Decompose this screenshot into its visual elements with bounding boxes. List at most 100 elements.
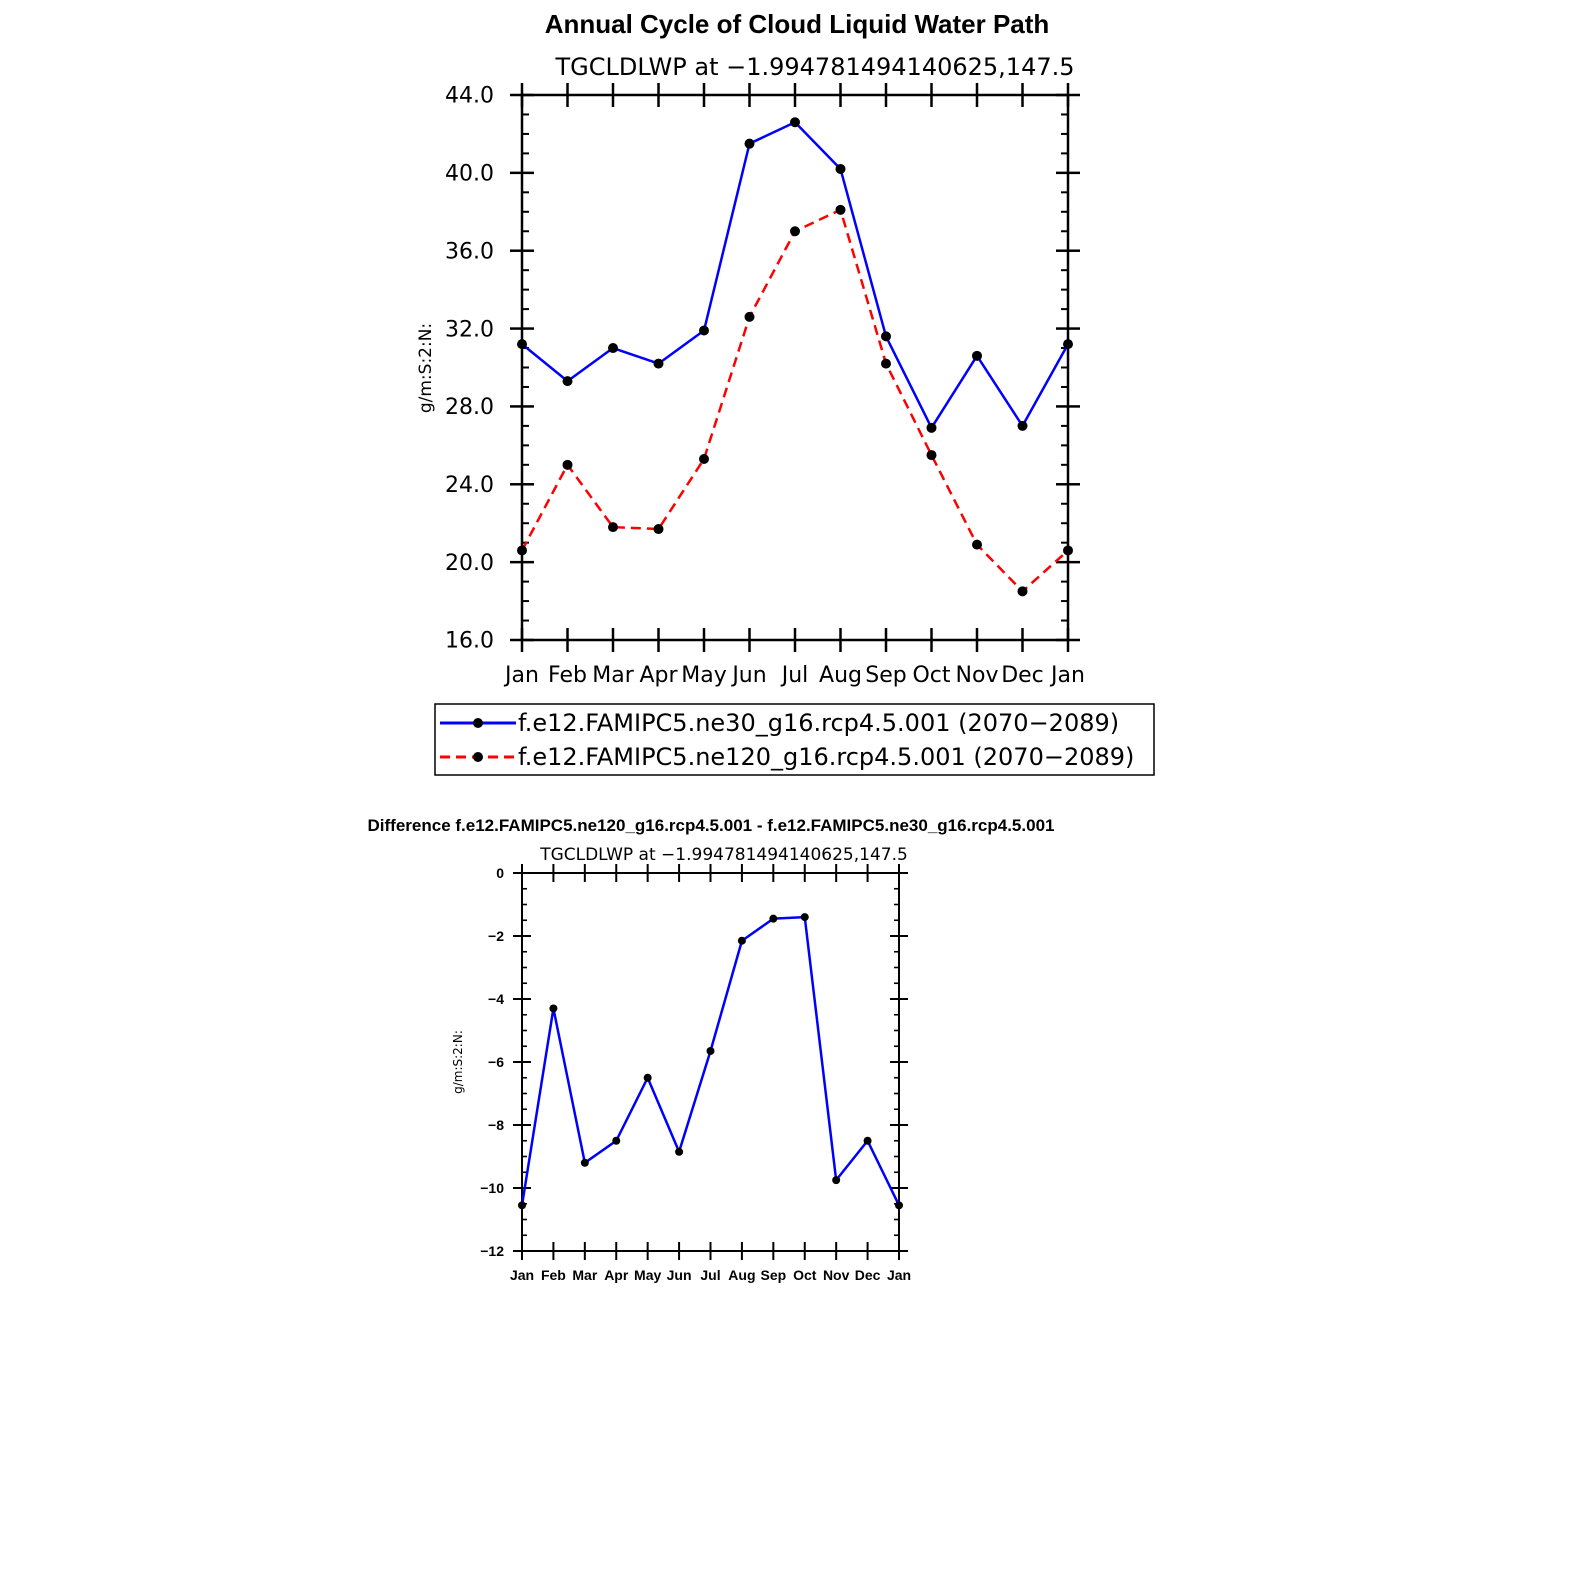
legend-entry-ne120: f.e12.FAMIPC5.ne120_g16.rcp4.5.001 (2070… (440, 743, 1134, 771)
x-tick-label: Sep (865, 663, 906, 688)
legend-box (434, 703, 1155, 776)
x-tick-label: Sep (760, 1267, 786, 1283)
chart1-legend: f.e12.FAMIPC5.ne30_g16.rcp4.5.001 (2070−… (434, 703, 1155, 776)
series-0-point (517, 339, 527, 350)
x-tick-label: Aug (819, 663, 862, 688)
chart2-axes (513, 864, 908, 1260)
chart1-title: Annual Cycle of Cloud Liquid Water Path (545, 9, 1050, 39)
annual-cycle-chart: Annual Cycle of Cloud Liquid Water Path … (416, 9, 1155, 776)
series-1-point (653, 524, 664, 535)
series-0-point (612, 1136, 621, 1145)
x-tick-label: May (681, 663, 726, 688)
y-tick-label: −8 (488, 1117, 504, 1133)
x-tick-label: Apr (639, 663, 678, 688)
series-0-point (769, 914, 778, 923)
chart2-subtitle: TGCLDLWP at −1.994781494140625,147.5 (539, 845, 908, 865)
y-tick-label: −2 (488, 928, 504, 944)
series-1-point (1017, 586, 1028, 597)
y-tick-label: 36.0 (445, 239, 494, 264)
chart2-series (518, 913, 903, 1210)
chart2-plot-frame (521, 872, 900, 1252)
y-tick-label: −12 (480, 1243, 504, 1259)
series-0-point (881, 331, 891, 342)
series-0-point (832, 1176, 841, 1185)
y-tick-label: −6 (488, 1054, 504, 1070)
x-tick-label: Dec (1001, 663, 1044, 688)
legend-entry-ne30: f.e12.FAMIPC5.ne30_g16.rcp4.5.001 (2070−… (440, 709, 1119, 737)
x-tick-label: Mar (592, 663, 634, 688)
x-tick-label: Jul (780, 663, 809, 688)
series-1-point (699, 453, 709, 464)
y-tick-label: 40.0 (445, 162, 494, 187)
x-tick-label: Mar (572, 1267, 597, 1283)
y-tick-label: 44.0 (445, 84, 494, 109)
chart2-title: Difference f.e12.FAMIPC5.ne120_g16.rcp4.… (368, 816, 1055, 835)
series-0-point (518, 1201, 526, 1210)
series-1-point (790, 226, 800, 237)
x-tick-label: Jun (730, 663, 766, 688)
series-1-point (517, 545, 527, 556)
series-1-point (562, 459, 573, 470)
x-tick-label: Feb (548, 663, 587, 688)
series-0-point (706, 1046, 715, 1055)
series-0-point (926, 422, 937, 433)
series-1-point (881, 358, 891, 369)
series-0-point (653, 358, 664, 369)
x-tick-label: May (634, 1267, 661, 1283)
series-1-point (1063, 545, 1073, 556)
x-tick-label: Jul (700, 1267, 720, 1283)
x-tick-label: Jan (1049, 663, 1085, 688)
series-0-point (737, 936, 746, 945)
series-0-point (643, 1073, 652, 1082)
series-0-point (790, 117, 800, 128)
x-tick-label: Nov (823, 1267, 850, 1283)
series-1-point (835, 204, 846, 215)
chart1-axes (510, 83, 1080, 652)
series-0-point (863, 1136, 872, 1145)
x-tick-label: Jan (503, 663, 539, 688)
chart1-plot-frame (520, 93, 1070, 642)
x-tick-label: Jan (887, 1267, 911, 1283)
x-tick-label: Oct (912, 663, 950, 688)
series-0-point (895, 1201, 903, 1210)
x-tick-label: Jan (510, 1267, 534, 1283)
series-0-point (1017, 420, 1028, 431)
series-0-point (608, 343, 618, 354)
x-tick-label: Nov (956, 663, 999, 688)
series-1-point (926, 450, 937, 461)
x-tick-label: Dec (855, 1267, 881, 1283)
chart2-tick-labels: −12 −10 −8 −6 −4 −2 0 Jan Feb Mar Apr May Jun Jul Aug S… (480, 865, 911, 1283)
series-line-0 (520, 915, 901, 1206)
y-tick-label: 16.0 (445, 629, 494, 654)
difference-chart: Difference f.e12.FAMIPC5.ne120_g16.rcp4.… (368, 816, 1055, 1283)
y-tick-label: −4 (488, 991, 504, 1007)
series-0-point (972, 350, 982, 361)
x-tick-label: Oct (793, 1267, 817, 1283)
legend-marker-ne30 (473, 718, 483, 728)
series-line-0 (521, 121, 1070, 430)
series-0-point (835, 163, 846, 174)
legend-marker-ne120 (473, 752, 483, 762)
series-0-point (580, 1158, 589, 1167)
x-tick-label: Apr (604, 1267, 629, 1283)
series-0-point (1063, 339, 1073, 350)
chart2-y-axis-label: g/m:S:2:N: (451, 1030, 465, 1094)
series-0-point (549, 1004, 558, 1013)
chart1-subtitle: TGCLDLWP at −1.994781494140625,147.5 (555, 53, 1075, 81)
x-tick-label: Aug (728, 1267, 755, 1283)
series-1-point (608, 522, 618, 533)
series-0-point (744, 138, 755, 149)
y-tick-label: 0 (496, 865, 504, 881)
y-tick-label: 28.0 (445, 395, 494, 420)
series-0-point (699, 325, 709, 336)
y-tick-label: 32.0 (445, 317, 494, 342)
legend-label-ne30: f.e12.FAMIPC5.ne30_g16.rcp4.5.001 (2070−… (518, 709, 1119, 737)
chart1-y-axis-label: g/m:S:2:N: (416, 323, 436, 413)
series-0-point (800, 913, 809, 922)
x-tick-label: Jun (667, 1267, 692, 1283)
series-1-point (744, 311, 755, 322)
legend-label-ne120: f.e12.FAMIPC5.ne120_g16.rcp4.5.001 (2070… (518, 743, 1134, 771)
series-1-point (972, 539, 982, 550)
